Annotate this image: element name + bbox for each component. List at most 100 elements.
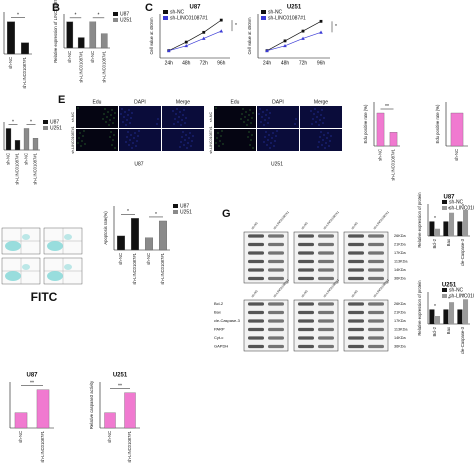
lane-label: sh-NC	[250, 288, 259, 298]
cell-nucleus	[77, 142, 79, 144]
cell-nucleus	[125, 124, 127, 126]
marker	[201, 36, 206, 40]
blot-band	[348, 310, 364, 315]
blot-band	[298, 327, 314, 332]
x-tick-label: sh-LINC01087#1	[127, 430, 132, 462]
cell-nucleus	[274, 140, 276, 142]
blot-band	[248, 336, 264, 340]
cell-nucleus	[184, 122, 186, 124]
bar	[104, 412, 116, 429]
cell-nucleus	[110, 131, 112, 133]
cell-nucleus	[314, 108, 316, 110]
blot-band	[318, 234, 334, 238]
cell-nucleus	[216, 137, 218, 139]
cell-nucleus	[252, 112, 254, 114]
bar	[449, 212, 455, 236]
cell-nucleus	[266, 144, 268, 146]
x-tick-label: sh-NC	[24, 153, 29, 165]
cell-nucleus	[83, 130, 85, 132]
blot-band	[348, 259, 364, 264]
blot-band	[298, 259, 314, 264]
cell-nucleus	[186, 147, 188, 149]
legend-label: U87	[120, 11, 129, 17]
cell-nucleus	[315, 121, 317, 123]
legend-swatch	[442, 206, 447, 210]
column-header: Edu	[231, 99, 240, 105]
cell-nucleus	[185, 117, 187, 119]
cell-nucleus	[266, 109, 268, 111]
band-size: 36KDa	[394, 277, 406, 281]
cell-nucleus	[325, 142, 327, 144]
bar	[389, 132, 398, 147]
blot-band	[368, 242, 384, 247]
line	[168, 30, 222, 52]
protein-label: Cyt-c	[214, 335, 223, 340]
micrograph	[119, 129, 161, 151]
cell-nucleus	[215, 107, 217, 109]
cell-nucleus	[177, 121, 179, 123]
significance-mark: *	[462, 294, 464, 300]
cell-nucleus	[132, 142, 134, 144]
blot-band	[248, 234, 264, 238]
y-axis-label: Cell value at 450nm	[247, 17, 252, 55]
bar	[429, 221, 435, 236]
cell-nucleus	[317, 111, 319, 113]
cell-nucleus	[111, 109, 113, 111]
row-header: sh-NC	[71, 112, 75, 123]
cell-cloud	[47, 271, 63, 281]
bar	[7, 21, 15, 55]
blot-band	[348, 242, 364, 247]
cell-nucleus	[102, 118, 104, 120]
legend-label: U251	[50, 125, 62, 131]
cell-nucleus	[324, 147, 326, 149]
micrograph	[76, 129, 118, 151]
legend-label: sh-LINC01087#1	[268, 15, 306, 21]
column-header: Edu	[93, 99, 102, 105]
band-size: 17KDa	[394, 319, 406, 323]
chart-title: U251	[287, 5, 302, 11]
cell-nucleus	[130, 134, 132, 136]
bar	[449, 302, 455, 324]
cell-nucleus	[217, 132, 219, 134]
cell-nucleus	[218, 145, 220, 147]
x-tick-label: sh-NC	[18, 431, 23, 443]
blot-band	[268, 344, 284, 349]
bar	[36, 389, 50, 429]
x-tick-label: Bax	[446, 238, 451, 246]
cell-nucleus	[310, 110, 312, 112]
cell-nucleus	[176, 108, 178, 110]
cell-nucleus	[262, 111, 264, 113]
cell-nucleus	[219, 140, 221, 142]
bar	[376, 112, 385, 147]
x-tick-label: 48h	[281, 60, 290, 66]
cell-cloud	[5, 241, 21, 251]
line	[266, 32, 322, 52]
panel-label: B	[52, 2, 60, 14]
cell-nucleus	[272, 132, 274, 134]
cell-nucleus	[319, 119, 321, 121]
micrograph	[119, 106, 161, 128]
cell-nucleus	[329, 140, 331, 142]
cell-nucleus	[246, 124, 248, 126]
significance-mark: *	[155, 212, 157, 218]
blot-band	[368, 319, 384, 323]
cell-nucleus	[182, 131, 184, 133]
x-tick-label: 24h	[263, 60, 272, 66]
significance-mark: *	[434, 304, 436, 310]
x-tick-label: 96h	[317, 60, 326, 66]
x-tick-label: sh-LINC01087#1	[33, 152, 38, 184]
cell-nucleus	[105, 121, 107, 123]
legend-label: sh-NC	[170, 9, 185, 15]
protein-label: cle-Caspase-3	[214, 318, 241, 323]
band-size: 113KDa	[394, 260, 408, 264]
micrograph	[214, 106, 256, 128]
cell-nucleus	[78, 137, 80, 139]
legend-label: U87	[180, 203, 189, 209]
blot-band	[268, 276, 284, 281]
legend-label: U87	[50, 119, 59, 125]
y-axis-label: Cell value at 450nm	[149, 17, 154, 55]
marker	[265, 48, 269, 53]
cell-nucleus	[135, 145, 137, 147]
blot-band	[318, 242, 334, 247]
cell-nucleus	[251, 134, 253, 136]
